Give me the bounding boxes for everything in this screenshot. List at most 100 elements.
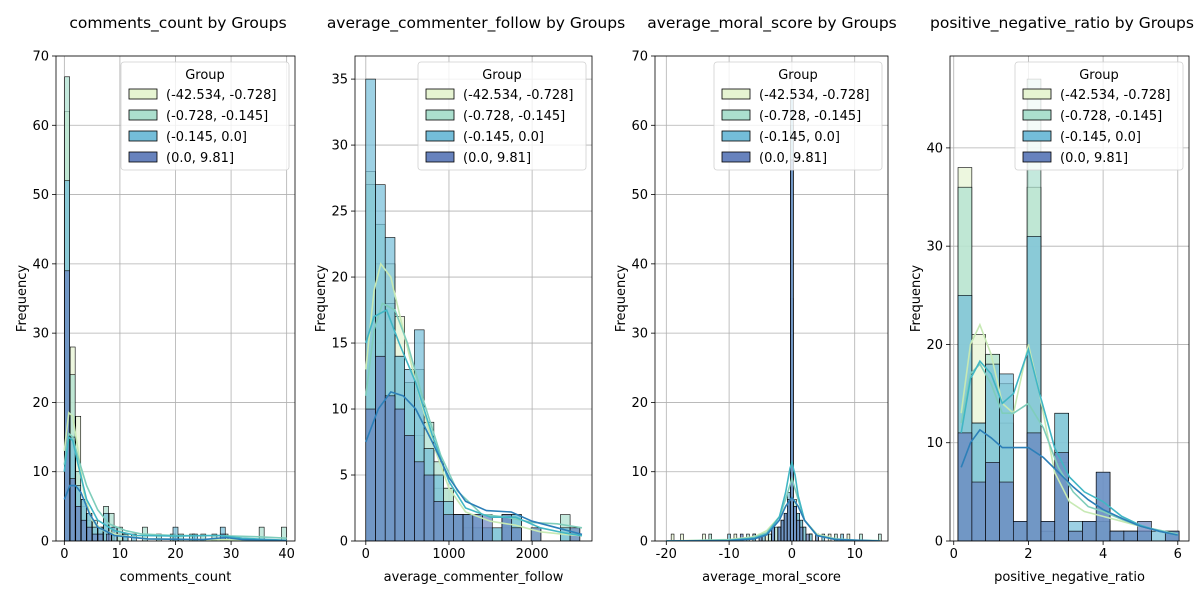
x-tick-label: 2000	[516, 547, 549, 562]
y-tick-label: 70	[631, 50, 648, 65]
y-tick-label: 70	[32, 50, 49, 65]
histogram-bar	[1123, 530, 1138, 541]
legend-swatch	[128, 88, 158, 100]
y-tick-label: 30	[331, 139, 348, 154]
legend: Group (-42.534, -0.728] (-0.728, -0.145] (-…	[417, 61, 587, 171]
y-tick-label: 5	[340, 469, 348, 484]
legend-entry: (-42.534, -0.728]	[166, 88, 277, 103]
legend-entry: (-0.728, -0.145]	[166, 109, 268, 124]
y-tick-label: 25	[331, 205, 348, 220]
y-tick-label: 40	[32, 257, 49, 272]
legend: Group (-42.534, -0.728] (-0.728, -0.145] (-…	[120, 61, 290, 171]
x-tick-label: 40	[278, 547, 295, 562]
histogram-bar	[809, 533, 813, 541]
kde-line	[365, 302, 583, 529]
histogram-bar	[799, 526, 804, 541]
kde-line	[960, 322, 1178, 536]
x-tick-label: -10	[718, 547, 739, 562]
histogram-bar	[414, 461, 425, 541]
x-tick-label: 2	[1024, 547, 1032, 562]
plot-area	[63, 76, 287, 541]
y-tick-label: 0	[340, 535, 348, 550]
y-tick-label: 15	[331, 337, 348, 352]
histogram-bar	[1068, 530, 1083, 541]
x-axis-label: average_moral_score	[702, 570, 841, 585]
legend-title: Group	[185, 68, 225, 83]
legend-entry: (-0.728, -0.145]	[1060, 109, 1162, 124]
histogram-bar	[1012, 521, 1028, 541]
legend-box	[120, 61, 290, 171]
chart-title: positive_negative_ratio by Groups	[930, 14, 1194, 33]
histogram-bar	[768, 533, 772, 541]
histogram-bar	[404, 435, 415, 541]
axes-frame	[654, 55, 889, 542]
legend-entry: (0.0, 9.81]	[759, 151, 827, 166]
histogram-bar	[106, 533, 112, 541]
legend-swatch	[425, 109, 455, 121]
histogram-bar	[1164, 530, 1180, 541]
legend-entry: (-0.145, 0.0]	[1060, 130, 1141, 145]
histogram-bar	[1040, 521, 1056, 541]
legend-swatch	[721, 130, 751, 142]
legend-swatch	[721, 109, 751, 121]
x-tick-label: 0	[950, 547, 958, 562]
histogram-bar	[443, 514, 454, 541]
chart-title: average_commenter_follow by Groups	[327, 14, 625, 33]
legend-title: Group	[1079, 68, 1119, 83]
legend: Group (-42.534, -0.728] (-0.728, -0.145] (-…	[1014, 61, 1184, 171]
histogram-bar	[384, 395, 396, 541]
histogram-bar	[957, 432, 973, 541]
x-tick-label: 10	[112, 547, 129, 562]
legend-title: Group	[778, 68, 818, 83]
y-axis-label: Frequency	[314, 265, 329, 332]
x-tick-label: -20	[656, 547, 677, 562]
chart-title: comments_count by Groups	[69, 14, 286, 33]
y-tick-label: 60	[631, 119, 648, 134]
y-tick-label: 30	[32, 327, 49, 342]
x-tick-label: 0	[362, 547, 370, 562]
y-tick-label: 30	[631, 327, 648, 342]
histogram-bar	[530, 527, 542, 541]
legend-box	[417, 61, 587, 171]
kde-line	[63, 435, 287, 541]
histogram-bar	[75, 506, 82, 541]
legend-entry: (0.0, 9.81]	[1060, 151, 1128, 166]
kde-line	[666, 496, 880, 541]
y-tick-label: 10	[32, 465, 49, 480]
legend-title: Group	[482, 68, 522, 83]
y-tick-label: 10	[926, 436, 943, 451]
axes-frame	[949, 55, 1190, 542]
histogram-bar	[423, 474, 435, 541]
histogram-bar	[462, 514, 474, 541]
x-axis-label: positive_negative_ratio	[994, 570, 1145, 585]
legend-entry: (-0.145, 0.0]	[463, 130, 544, 145]
legend-swatch	[1022, 130, 1052, 142]
y-tick-label: 10	[331, 403, 348, 418]
y-axis-label: Frequency	[15, 265, 30, 332]
panel-average-commenter-follow: 0 1000 2000 0 5 10 15 20 25 30 35 average_commenter…	[314, 14, 625, 585]
histogram-bar	[433, 501, 444, 541]
histogram-bar	[971, 481, 986, 541]
y-tick-label: 20	[926, 338, 943, 353]
y-tick-label: 20	[331, 271, 348, 286]
axes-frame	[354, 55, 593, 542]
histogram-bar	[511, 527, 522, 541]
kde-line	[63, 484, 287, 541]
histogram-bar	[805, 533, 810, 541]
legend-swatch	[128, 130, 158, 142]
x-tick-label: 4	[1099, 547, 1107, 562]
kde-line	[365, 390, 583, 536]
y-axis-label: Frequency	[614, 265, 629, 332]
legend-entry: (-42.534, -0.728]	[759, 88, 870, 103]
histogram-bar	[780, 519, 785, 541]
histogram-bar	[1109, 530, 1125, 541]
x-tick-label: 20	[167, 547, 184, 562]
legend-box	[1014, 61, 1184, 171]
histogram-bar	[64, 270, 70, 541]
legend-entry: (0.0, 9.81]	[463, 151, 531, 166]
panel-average-moral-score: -20 -10 0 10 0 10 20 30 40 50 60 70 average_moral_sc…	[614, 14, 897, 585]
legend-swatch	[128, 109, 158, 121]
panel-comments-count: 0 10 20 30 40 0 10 20 30 40 50 60 70 comments_count Fr…	[15, 14, 296, 585]
histogram-bar	[375, 355, 386, 541]
